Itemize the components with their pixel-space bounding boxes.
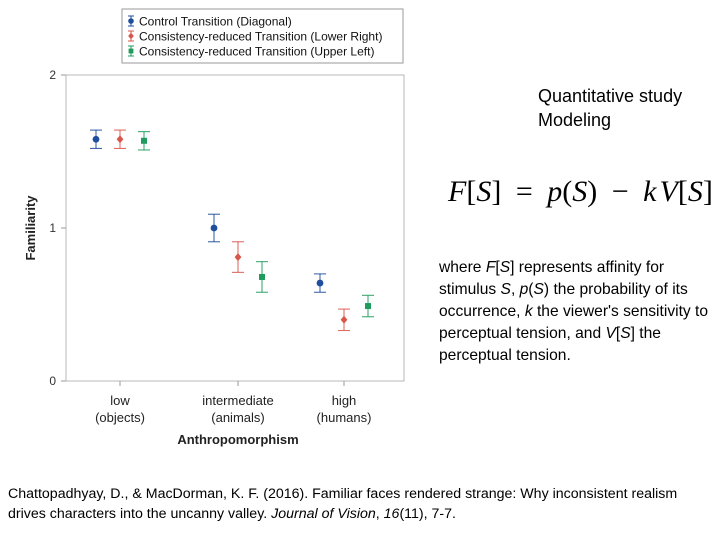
desc-text: where <box>439 259 486 276</box>
legend: Control Transition (Diagonal)Consistency… <box>121 8 404 64</box>
desc-var-v: V <box>605 325 616 342</box>
desc-text: represents affinity for stimulus <box>439 259 665 298</box>
data-point <box>365 303 371 310</box>
desc-bracket: ] <box>630 325 635 342</box>
desc-paren: ) <box>543 281 550 298</box>
formula-description: where F[S] represents affinity for stimu… <box>439 257 714 367</box>
desc-bracket: [ <box>495 259 500 276</box>
plot-area <box>65 74 405 382</box>
side-title-line-2: Modeling <box>538 110 612 130</box>
citation-journal: Journal of Vision <box>271 506 376 522</box>
desc-text: the viewer's sensitivity to perceptual t… <box>439 303 709 342</box>
side-title: Quantitative study Modeling <box>538 84 682 132</box>
desc-text: the perceptual tension. <box>439 325 661 364</box>
citation-volume: 16 <box>383 506 400 522</box>
x-tick-label: (objects) <box>95 410 145 425</box>
x-axis: low (objects) intermediate (animals) high (hu… <box>95 381 371 425</box>
svg-text:F[S] = p(S): F[S] = p(S) − k V[S] <box>447 175 713 208</box>
data-point <box>210 224 218 232</box>
y-axis: 0 1 2 <box>49 68 66 388</box>
desc-var-s: S <box>499 259 511 276</box>
side-title-line-1: Quantitative study <box>538 86 683 106</box>
desc-var-k: k <box>524 303 533 320</box>
desc-text: the probability of its occurrence, <box>439 281 688 320</box>
x-tick-label: low <box>110 393 130 408</box>
x-tick-label: (humans) <box>317 410 372 425</box>
legend-marker <box>128 48 134 54</box>
desc-var-s: S <box>533 281 544 298</box>
legend-label: Consistency-reduced Transition (Upper Le… <box>139 45 374 59</box>
y-tick-label: 1 <box>49 221 56 235</box>
data-point <box>234 253 242 262</box>
x-tick-label: (animals) <box>211 410 264 425</box>
desc-bracket: ] <box>510 259 515 276</box>
desc-var-s: S <box>500 281 511 298</box>
legend-label: Control Transition (Diagonal) <box>139 15 292 29</box>
legend-box <box>121 8 404 64</box>
desc-var-s: S <box>620 325 631 342</box>
data-point <box>340 315 348 324</box>
desc-var-f: F <box>485 259 496 276</box>
formula-p-arg: S <box>572 175 587 208</box>
citation-separator: , <box>375 506 384 522</box>
data-point <box>259 273 265 280</box>
legend-marker <box>128 18 134 24</box>
formula-equals: = <box>516 175 533 208</box>
x-tick-label: high <box>332 393 357 408</box>
formula-v-arg: S <box>688 175 703 208</box>
y-tick-label: 0 <box>49 374 56 388</box>
formula-minus: − <box>612 175 629 208</box>
familiarity-chart: 0 1 2 low (objects) intermediate (animals) hig… <box>23 8 405 447</box>
desc-var-p: p <box>519 281 529 298</box>
formula-k: k <box>643 175 657 208</box>
formula-p: p <box>545 175 562 208</box>
citation: Chattopadhyay, D., & MacDorman, K. F. (2… <box>8 484 716 524</box>
formula-v: V <box>660 175 682 208</box>
desc-bracket: [ <box>615 325 621 342</box>
data-marks <box>90 129 374 332</box>
desc-text: , <box>510 281 520 298</box>
formula: F[S] = p(S) − k V[S] <box>446 168 713 214</box>
citation-authors: Chattopadhyay, D., & MacDorman, K. F. (2… <box>8 486 678 522</box>
citation-issue-pages: (11), 7-7. <box>399 506 456 522</box>
x-axis-label: Anthropomorphism <box>177 432 298 447</box>
data-point <box>116 135 124 144</box>
x-tick-label: intermediate <box>202 393 274 408</box>
data-point <box>92 135 100 143</box>
formula-f: F <box>447 175 467 208</box>
y-tick-label: 2 <box>49 68 56 82</box>
legend-label: Consistency-reduced Transition (Lower Ri… <box>139 30 382 44</box>
desc-paren: ( <box>528 281 534 298</box>
data-point <box>316 279 324 287</box>
formula-s: S <box>476 175 491 208</box>
legend-marker <box>128 32 134 40</box>
y-axis-label: Familiarity <box>23 195 38 261</box>
data-point <box>141 137 147 144</box>
